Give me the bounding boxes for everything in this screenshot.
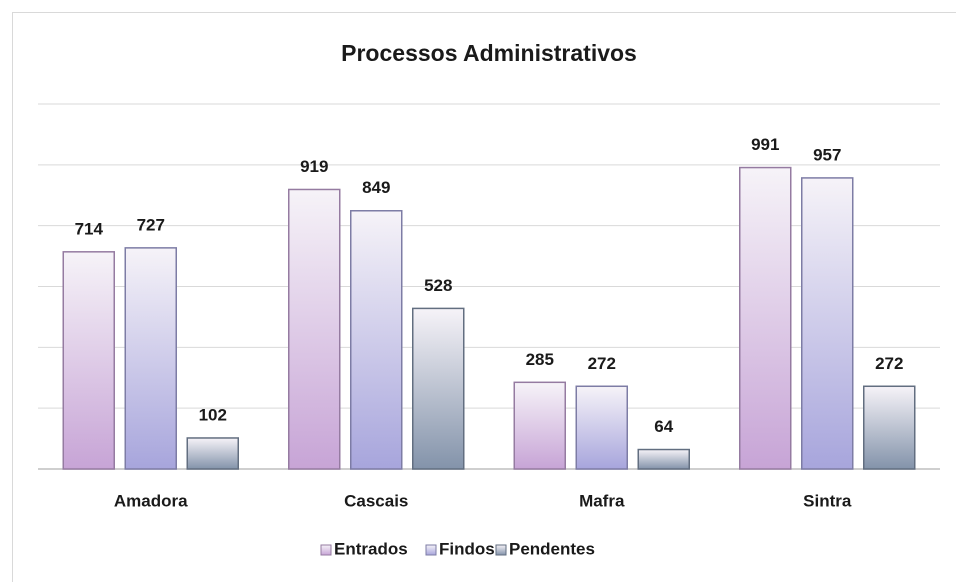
data-label: 991 [751, 135, 779, 154]
bar [289, 189, 340, 469]
data-label: 272 [875, 354, 903, 373]
data-label: 528 [424, 276, 452, 295]
data-label: 102 [199, 405, 227, 424]
legend-label: Pendentes [509, 539, 595, 558]
bar [638, 450, 689, 469]
legend-label: Findos [439, 539, 495, 558]
chart-title: Processos Administrativos [341, 40, 637, 66]
legend-swatch [321, 545, 331, 555]
bar [413, 308, 464, 469]
data-label: 714 [75, 219, 104, 238]
data-label: 727 [137, 215, 165, 234]
legend-swatch [426, 545, 436, 555]
x-tick-label: Cascais [344, 491, 408, 510]
data-label: 849 [362, 178, 390, 197]
bar [351, 211, 402, 469]
data-label: 272 [588, 354, 616, 373]
legend-label: Entrados [334, 539, 408, 558]
bar [514, 382, 565, 469]
bar [63, 252, 114, 469]
data-label: 285 [526, 350, 554, 369]
bar [125, 248, 176, 469]
x-tick-label: Mafra [579, 491, 625, 510]
bar [864, 386, 915, 469]
data-label: 919 [300, 157, 328, 176]
bar [576, 386, 627, 469]
x-tick-label: Sintra [803, 491, 852, 510]
bar [187, 438, 238, 469]
data-label: 957 [813, 145, 841, 164]
data-label: 64 [654, 417, 673, 436]
bar [740, 168, 791, 469]
legend-swatch [496, 545, 506, 555]
x-tick-label: Amadora [114, 491, 188, 510]
bar [802, 178, 853, 469]
